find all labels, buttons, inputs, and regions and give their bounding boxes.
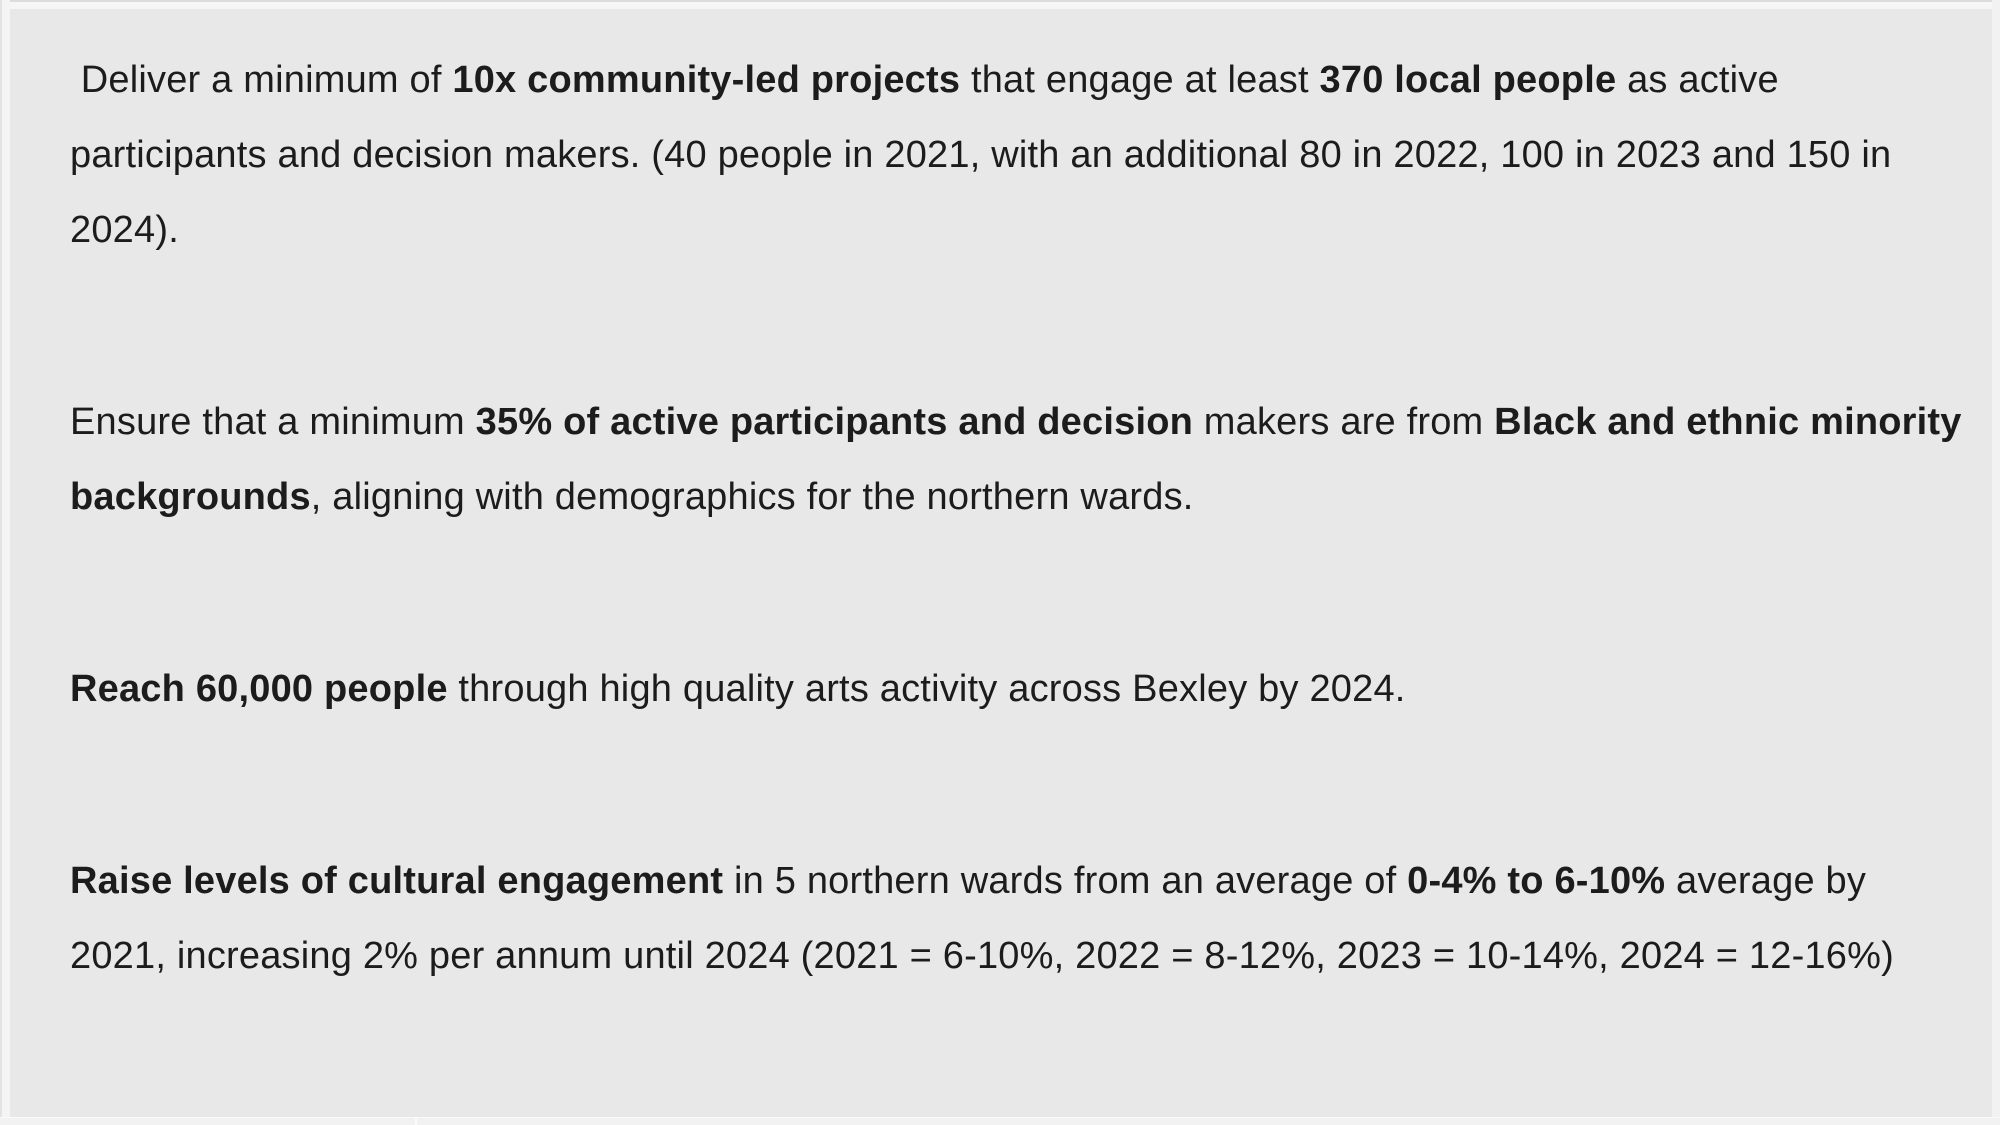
document-body: Deliver a minimum of 10x community-led p…	[70, 43, 1961, 1111]
text-segment: , aligning with demographics for the nor…	[310, 476, 1194, 518]
text-segment-bold: Raise levels of cultural engagement	[70, 860, 724, 902]
paragraph: Ensure that a minimum 35% of active part…	[70, 385, 1961, 535]
page-bottom-edge	[0, 1117, 2000, 1125]
text-line: 2021, increasing 2% per annum until 2024…	[70, 919, 1950, 994]
text-segment: participants and decision makers. (40 pe…	[70, 134, 1892, 176]
page-left-edge	[0, 0, 10, 1125]
page-bottom-edge-seam	[415, 1117, 417, 1125]
text-segment-bold: 10x community-led projects	[452, 59, 961, 101]
text-segment: Deliver a minimum of	[70, 59, 453, 101]
text-segment-bold: 370 local people	[1319, 59, 1617, 101]
text-segment-bold: backgrounds	[70, 476, 311, 518]
text-segment: 2021, increasing 2% per annum until 2024…	[70, 935, 1894, 977]
page-right-edge	[1992, 0, 2000, 1125]
text-segment: as active	[1616, 59, 1779, 101]
text-line: Ensure that a minimum 35% of active part…	[70, 385, 1961, 460]
text-line: 2024).	[70, 193, 1950, 268]
document-page-panel	[10, 9, 1992, 1117]
text-segment: that engage at least	[960, 59, 1320, 101]
paragraph: Deliver a minimum of 10x community-led p…	[70, 43, 1950, 268]
text-segment: average by	[1665, 860, 1867, 902]
paragraph: Raise levels of cultural engagement in 5…	[70, 844, 1950, 994]
text-segment: in 5 northern wards from an average of	[723, 860, 1408, 902]
text-segment: through high quality arts activity acros…	[447, 668, 1406, 710]
text-segment: 2024).	[70, 209, 179, 251]
text-segment-bold: 0-4% to 6-10%	[1407, 860, 1666, 902]
text-segment: Ensure that a minimum	[70, 401, 476, 443]
text-segment-bold: Black and ethnic minority	[1494, 401, 1962, 443]
text-segment: makers are from	[1193, 401, 1495, 443]
text-line: Raise levels of cultural engagement in 5…	[70, 844, 1950, 919]
text-line: backgrounds, aligning with demographics …	[70, 460, 1950, 535]
paragraph: Reach 60,000 people through high quality…	[70, 652, 1950, 727]
text-line: participants and decision makers. (40 pe…	[70, 118, 1950, 193]
text-line: Reach 60,000 people through high quality…	[70, 652, 1950, 727]
text-segment-bold: 35% of active participants and decision	[475, 401, 1194, 443]
text-line: Deliver a minimum of 10x community-led p…	[70, 43, 1950, 118]
text-segment-bold: Reach 60,000 people	[70, 668, 448, 710]
page-top-edge	[0, 0, 2000, 9]
